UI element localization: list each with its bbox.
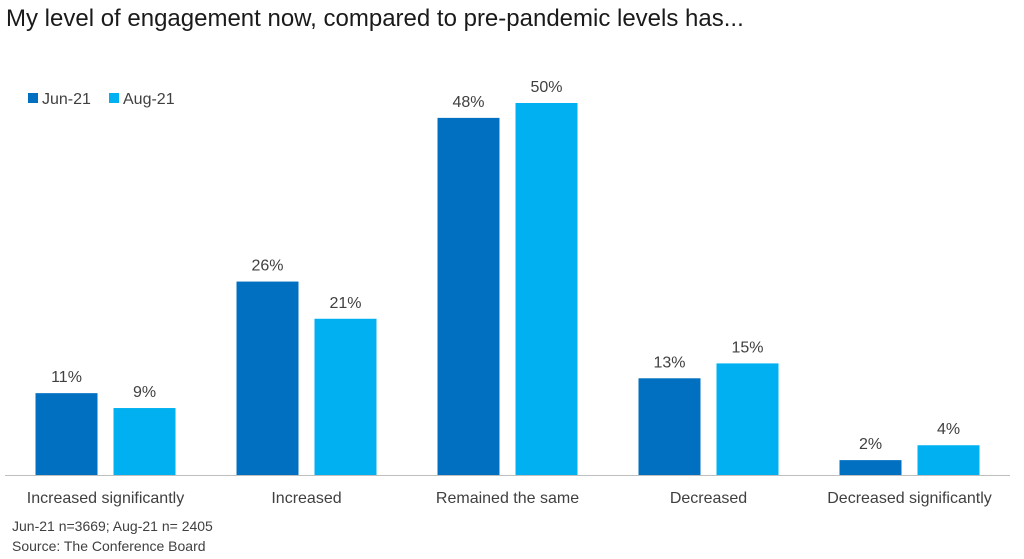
bar-increased-significantly-aug-21 [113,408,176,475]
value-label-increased-jun-21: 26% [251,258,283,275]
category-labels-group: Increased significantly Increased Remained… [27,490,992,507]
category-label-increased: Increased [271,490,341,507]
chart-title: My level of engagement now, compared to … [6,5,744,32]
sample-size-note: Jun-21 n=3669; Aug-21 n= 2405 [12,518,213,534]
value-labels-group: 11% 9% 26% 21% 48% 50% 13% 15% 2% 4% [51,79,960,453]
bar-remained-the-same-aug-21 [515,103,578,475]
legend-swatch-aug-21 [109,93,119,103]
category-label-decreased-significantly: Decreased significantly [827,490,992,507]
bar-chart: 11% 9% 26% 21% 48% 50% 13% 15% 2% 4% Increased si… [5,79,1010,507]
value-label-remained-the-same-aug-21: 50% [530,79,562,96]
value-label-decreased-aug-21: 15% [731,339,763,356]
legend: Jun-21 Aug-21 [28,91,175,108]
bar-decreased-significantly-aug-21 [917,445,980,475]
value-label-decreased-significantly-jun-21: 2% [859,436,882,453]
legend-label-jun-21: Jun-21 [42,91,91,108]
value-label-increased-aug-21: 21% [329,295,361,312]
value-label-increased-significantly-jun-21: 11% [51,369,82,386]
bar-decreased-significantly-jun-21 [839,460,902,475]
value-label-increased-significantly-aug-21: 9% [133,384,156,401]
bar-remained-the-same-jun-21 [437,117,500,475]
category-label-increased-significantly: Increased significantly [27,490,184,507]
legend-swatch-jun-21 [28,93,38,103]
bar-decreased-aug-21 [716,363,779,475]
source-note: Source: The Conference Board [12,538,206,554]
bar-increased-significantly-jun-21 [35,393,98,475]
category-label-remained-the-same: Remained the same [436,490,579,507]
value-label-decreased-significantly-aug-21: 4% [937,421,960,438]
bar-decreased-jun-21 [638,378,701,475]
legend-label-aug-21: Aug-21 [123,91,175,108]
bars-group [35,103,980,475]
bar-increased-jun-21 [236,281,299,475]
value-label-remained-the-same-jun-21: 48% [452,94,484,111]
category-label-decreased: Decreased [670,490,747,507]
value-label-decreased-jun-21: 13% [653,354,685,371]
bar-increased-aug-21 [314,318,377,475]
